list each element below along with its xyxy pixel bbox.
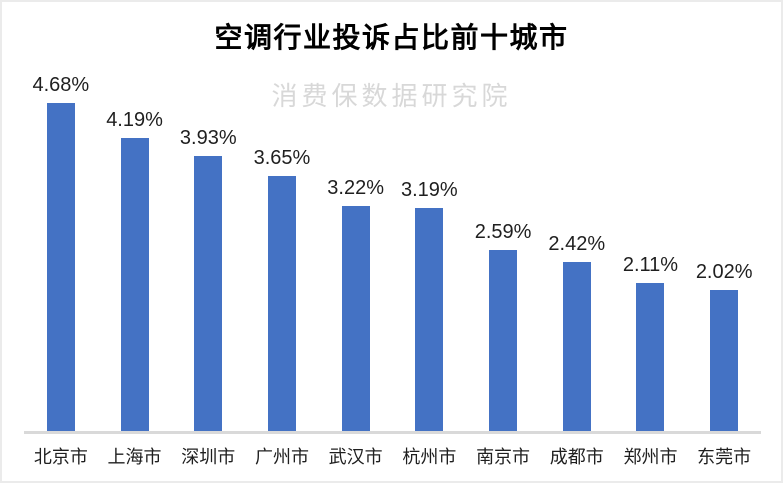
bar-东莞市	[710, 289, 739, 431]
bar-value-label: 2.59%	[474, 220, 532, 243]
bar-郑州市	[636, 283, 665, 431]
bar-value-label: 3.22%	[327, 176, 385, 199]
bar-column: 2.42%	[540, 233, 614, 431]
x-axis-label: 杭州市	[402, 447, 457, 467]
bar-上海市	[120, 137, 149, 431]
bar-北京市	[46, 103, 75, 431]
bar-value-label: 3.93%	[179, 126, 237, 149]
x-axis-label: 南京市	[476, 447, 531, 467]
x-axis-label: 武汉市	[328, 447, 383, 467]
chart-title: 空调行业投诉占比前十城市	[214, 23, 569, 54]
bar-plot-area: 4.68% 4.19% 3.93% 3.65% 3.22% 3.19% 2.59% 2.42%…	[24, 74, 761, 431]
bar-杭州市	[415, 207, 444, 431]
bar-column: 3.93%	[171, 127, 245, 431]
x-axis-label: 上海市	[107, 447, 162, 467]
bar-column: 2.11%	[614, 254, 688, 431]
bar-南京市	[489, 249, 518, 431]
x-axis-label: 深圳市	[181, 447, 236, 467]
bar-value-label: 2.42%	[548, 232, 606, 255]
bar-value-label: 2.02%	[695, 260, 753, 283]
x-axis-label: 东莞市	[697, 447, 752, 467]
bar-value-label: 4.68%	[32, 74, 90, 97]
x-axis-label: 广州市	[254, 447, 309, 467]
x-axis-labels: 北京市 上海市 深圳市 广州市 武汉市 杭州市 南京市 成都市 郑州市 东莞市	[24, 443, 761, 469]
bar-value-label: 3.19%	[401, 178, 458, 201]
bar-深圳市	[194, 155, 223, 431]
x-axis-label: 郑州市	[623, 447, 678, 467]
bar-成都市	[562, 261, 591, 431]
bar-column: 3.22%	[319, 177, 393, 431]
x-axis-label: 成都市	[549, 447, 604, 467]
bar-value-label: 3.65%	[253, 146, 311, 169]
bar-武汉市	[341, 205, 370, 431]
bar-column: 3.19%	[393, 179, 467, 431]
bar-广州市	[267, 175, 296, 431]
bar-column: 2.02%	[687, 261, 761, 431]
bar-column: 2.59%	[466, 221, 540, 431]
x-axis-line	[24, 431, 761, 434]
bar-value-label: 4.19%	[106, 108, 163, 131]
bar-column: 4.19%	[98, 109, 172, 431]
bar-column: 4.68%	[24, 74, 98, 431]
x-axis-label: 北京市	[33, 447, 88, 467]
bar-value-label: 2.11%	[622, 254, 679, 277]
bar-column: 3.65%	[245, 146, 319, 431]
